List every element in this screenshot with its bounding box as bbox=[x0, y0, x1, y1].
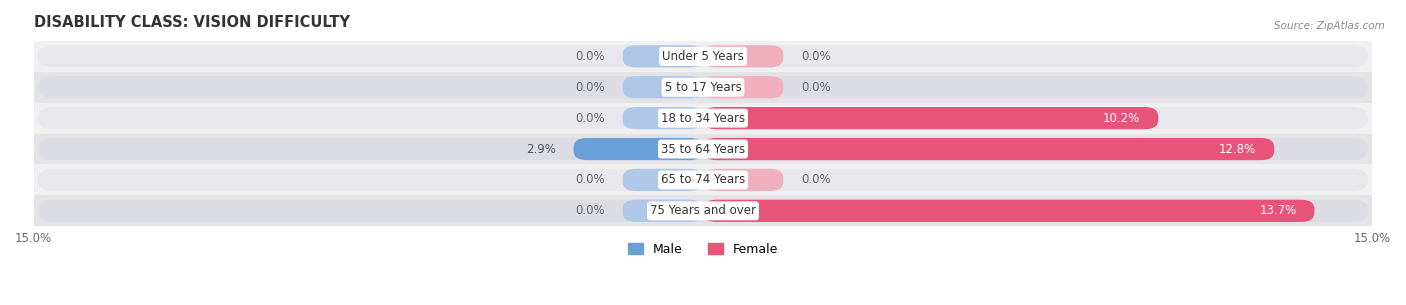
Text: 0.0%: 0.0% bbox=[575, 204, 605, 217]
Text: 65 to 74 Years: 65 to 74 Years bbox=[661, 174, 745, 186]
FancyBboxPatch shape bbox=[703, 138, 1274, 160]
Text: 18 to 34 Years: 18 to 34 Years bbox=[661, 112, 745, 125]
Bar bbox=[34, 41, 1372, 72]
FancyBboxPatch shape bbox=[623, 200, 703, 222]
Bar bbox=[34, 196, 1372, 226]
FancyBboxPatch shape bbox=[623, 45, 703, 67]
Text: 2.9%: 2.9% bbox=[526, 142, 555, 156]
Text: 0.0%: 0.0% bbox=[575, 50, 605, 63]
Text: 0.0%: 0.0% bbox=[801, 50, 831, 63]
Text: 0.0%: 0.0% bbox=[575, 174, 605, 186]
Text: 0.0%: 0.0% bbox=[801, 81, 831, 94]
FancyBboxPatch shape bbox=[623, 107, 703, 129]
FancyBboxPatch shape bbox=[574, 138, 703, 160]
FancyBboxPatch shape bbox=[38, 76, 1368, 98]
FancyBboxPatch shape bbox=[703, 169, 783, 191]
Text: 12.8%: 12.8% bbox=[1219, 142, 1257, 156]
FancyBboxPatch shape bbox=[623, 76, 703, 98]
FancyBboxPatch shape bbox=[703, 107, 1159, 129]
Text: 0.0%: 0.0% bbox=[575, 112, 605, 125]
Text: DISABILITY CLASS: VISION DIFFICULTY: DISABILITY CLASS: VISION DIFFICULTY bbox=[34, 15, 350, 30]
Bar bbox=[34, 72, 1372, 103]
Bar bbox=[34, 134, 1372, 164]
Text: 0.0%: 0.0% bbox=[801, 174, 831, 186]
FancyBboxPatch shape bbox=[623, 169, 703, 191]
FancyBboxPatch shape bbox=[703, 45, 783, 67]
FancyBboxPatch shape bbox=[38, 138, 1368, 160]
Legend: Male, Female: Male, Female bbox=[623, 238, 783, 261]
Text: Under 5 Years: Under 5 Years bbox=[662, 50, 744, 63]
Bar bbox=[34, 164, 1372, 196]
FancyBboxPatch shape bbox=[38, 45, 1368, 67]
Text: 13.7%: 13.7% bbox=[1260, 204, 1296, 217]
Text: Source: ZipAtlas.com: Source: ZipAtlas.com bbox=[1274, 21, 1385, 31]
Bar bbox=[34, 103, 1372, 134]
FancyBboxPatch shape bbox=[38, 200, 1368, 222]
Text: 10.2%: 10.2% bbox=[1104, 112, 1140, 125]
Text: 5 to 17 Years: 5 to 17 Years bbox=[665, 81, 741, 94]
FancyBboxPatch shape bbox=[38, 169, 1368, 191]
FancyBboxPatch shape bbox=[703, 200, 1315, 222]
FancyBboxPatch shape bbox=[703, 76, 783, 98]
Text: 75 Years and over: 75 Years and over bbox=[650, 204, 756, 217]
Text: 0.0%: 0.0% bbox=[575, 81, 605, 94]
FancyBboxPatch shape bbox=[38, 107, 1368, 129]
Text: 35 to 64 Years: 35 to 64 Years bbox=[661, 142, 745, 156]
